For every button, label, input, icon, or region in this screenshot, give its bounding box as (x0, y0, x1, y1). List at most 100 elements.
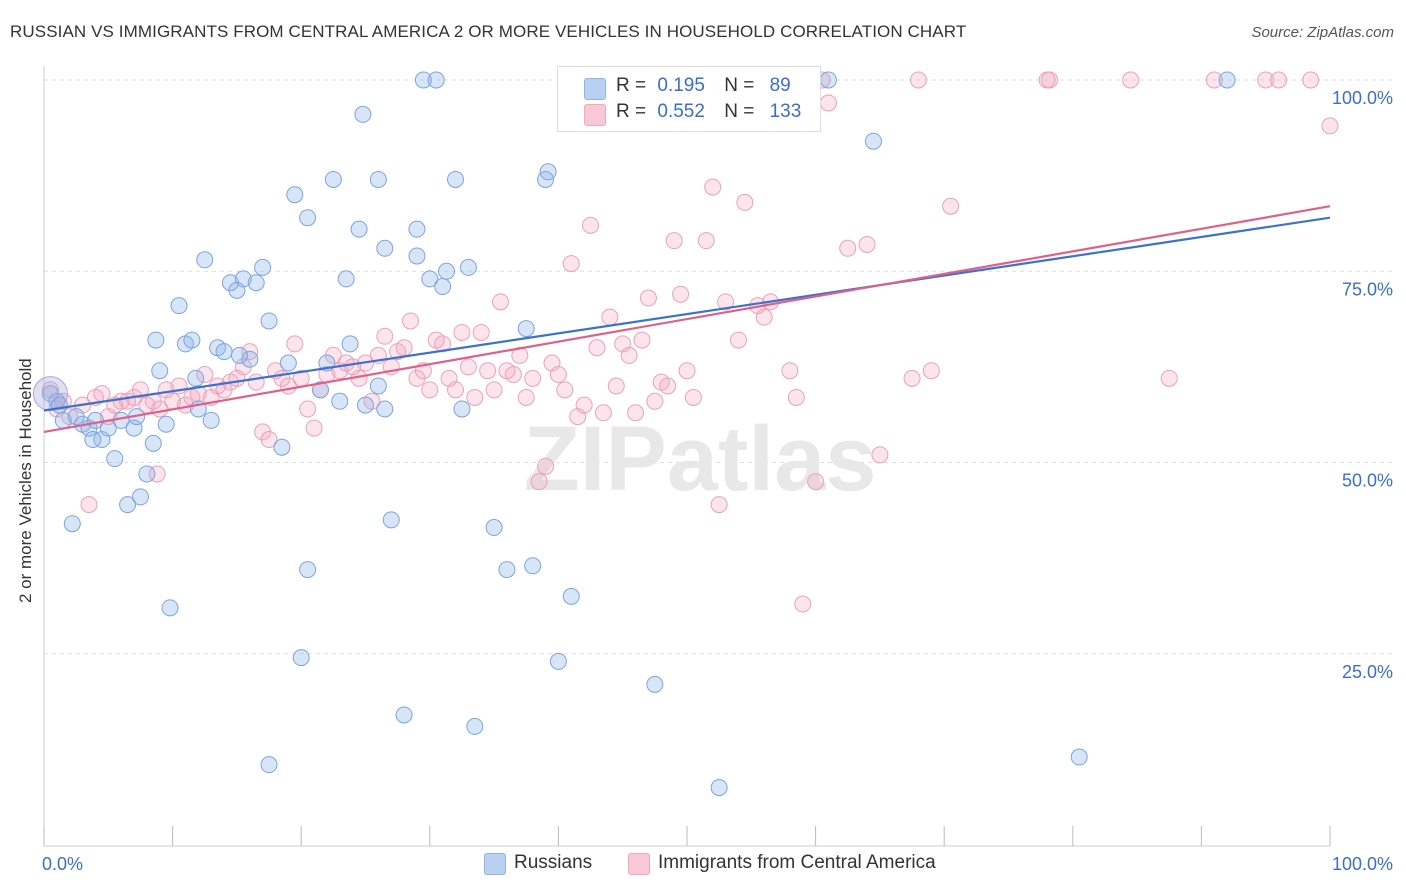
data-point (697, 232, 715, 250)
chart-title: RUSSIAN VS IMMIGRANTS FROM CENTRAL AMERI… (10, 22, 967, 41)
data-point (161, 599, 179, 617)
data-point (273, 438, 291, 456)
data-point (459, 258, 477, 276)
data-point (839, 239, 857, 257)
data-point (485, 381, 503, 399)
data-point (434, 335, 452, 353)
data-point (710, 496, 728, 514)
data-point (672, 285, 690, 303)
data-point (588, 339, 606, 357)
data-point (421, 381, 439, 399)
legend-r-value: 0.195 (657, 75, 705, 96)
data-point (498, 561, 516, 579)
trend-line (43, 205, 1331, 433)
data-point (627, 404, 645, 422)
legend-n-value: 133 (769, 101, 802, 122)
legend-n-value: 89 (769, 75, 791, 96)
data-point (354, 105, 372, 123)
data-point (241, 350, 259, 368)
data-point (151, 362, 169, 380)
data-point (260, 756, 278, 774)
data-point (376, 400, 394, 418)
data-point (369, 377, 387, 395)
data-point (684, 388, 702, 406)
y-tick-label: 100.0% (1332, 88, 1393, 108)
data-point (517, 320, 535, 338)
data-point (549, 652, 567, 670)
data-point (93, 385, 111, 403)
legend-box: R = 0.195 N = 89 R = 0.552 N = 133 (557, 66, 821, 132)
data-point (504, 366, 522, 384)
data-point (871, 446, 889, 464)
tick-labels: 25.0% 50.0% 75.0% 100.0% 0.0% 100.0% (42, 88, 1393, 874)
data-point (472, 323, 490, 341)
data-point (633, 331, 651, 349)
data-point (187, 369, 205, 387)
bottom-legend-label: Russians (514, 852, 593, 873)
data-point (408, 220, 426, 238)
data-point (1205, 71, 1223, 89)
trend-lines (43, 205, 1331, 433)
data-point (341, 335, 359, 353)
data-point (247, 373, 265, 391)
bottom-legend-label: Immigrants from Central America (658, 852, 936, 873)
legend-r-label: R = (616, 101, 647, 122)
data-point (459, 358, 477, 376)
data-point (620, 346, 638, 364)
data-point (717, 293, 735, 311)
data-point (556, 381, 574, 399)
data-point (402, 312, 420, 330)
data-point (144, 434, 162, 452)
legend-swatch-blue (584, 78, 606, 100)
data-point (376, 327, 394, 345)
data-point (729, 331, 747, 349)
data-point (395, 706, 413, 724)
data-point (148, 465, 166, 483)
data-point (524, 557, 542, 575)
data-point (704, 178, 722, 196)
data-point (922, 362, 940, 380)
data-point (858, 235, 876, 253)
data-point (147, 331, 165, 349)
data-point-cluster (32, 376, 68, 412)
y-tick-label: 50.0% (1342, 471, 1393, 491)
data-point (485, 519, 503, 537)
data-point (84, 431, 102, 449)
data-point (369, 170, 387, 188)
data-point (1257, 71, 1275, 89)
data-point (1321, 117, 1339, 135)
data-point (524, 369, 542, 387)
data-point (119, 496, 137, 514)
data-point (466, 717, 484, 735)
data-point (607, 377, 625, 395)
data-point (299, 209, 317, 227)
data-point (530, 473, 548, 491)
data-point (447, 170, 465, 188)
data-point (807, 473, 825, 491)
data-point (376, 239, 394, 257)
data-point (594, 404, 612, 422)
data-point (646, 392, 664, 410)
data-point (537, 457, 555, 475)
data-point (438, 262, 456, 280)
data-point (395, 339, 413, 357)
data-point (299, 561, 317, 579)
data-point (106, 450, 124, 468)
legend-r-value: 0.552 (657, 101, 705, 122)
data-point (357, 396, 374, 414)
data-point (755, 308, 773, 326)
bottom-legend-swatch-pink (628, 853, 650, 875)
data-point (646, 675, 664, 693)
data-point (903, 369, 921, 387)
data-point (601, 308, 619, 326)
watermark: ZIPatlas (524, 408, 877, 510)
data-point (453, 323, 471, 341)
data-point (80, 496, 98, 514)
data-point (659, 377, 677, 395)
data-point (299, 400, 317, 418)
y-tick-label: 75.0% (1342, 279, 1393, 299)
y-axis-label: 2 or more Vehicles in Household (16, 358, 35, 603)
data-point (517, 388, 535, 406)
trend-line (43, 216, 1331, 412)
data-point (183, 331, 201, 349)
